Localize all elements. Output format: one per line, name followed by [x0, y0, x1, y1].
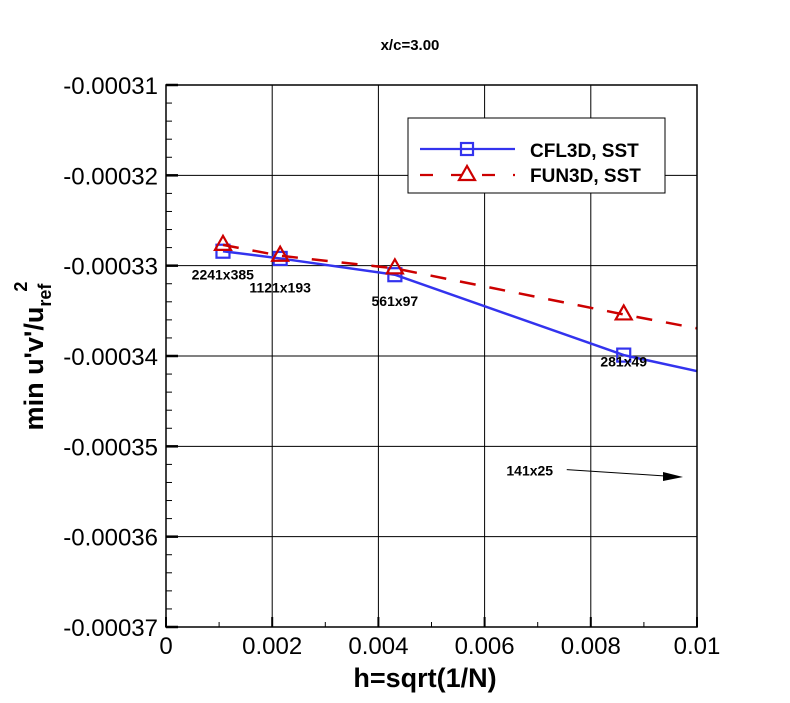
point-annotation: 561x97: [372, 293, 419, 309]
y-axis-label: min u'v'/uref 2: [11, 282, 55, 431]
data-point-triangle: [213, 233, 233, 251]
chart-title: x/c=3.00: [381, 37, 440, 54]
data-point-square: [387, 267, 403, 283]
data-point-triangle: [270, 244, 291, 262]
y-tick-label: -0.00034: [63, 344, 158, 371]
point-annotation: 141x25: [506, 463, 553, 479]
x-tick-label: 0.008: [561, 633, 621, 660]
data-point-square: [215, 243, 231, 259]
legend: CFL3D, SST FUN3D, SST: [407, 117, 666, 194]
legend-label-cfl3d: CFL3D, SST: [530, 141, 639, 162]
series-1: [213, 233, 697, 330]
legend-triangle-marker: [457, 163, 477, 182]
data-point-triangle: [384, 257, 405, 275]
data-point-square: [616, 347, 632, 363]
y-tick-label: -0.00035: [63, 434, 158, 461]
series-line: [222, 249, 697, 373]
y-axis-label-sup: 2: [11, 282, 31, 292]
annotation-arrow-line: [566, 469, 672, 477]
point-annotation: 1121x193: [249, 279, 311, 295]
y-tick-label: -0.00031: [63, 73, 158, 100]
x-tick-label: 0: [159, 633, 172, 660]
data-point-triangle: [613, 303, 634, 321]
y-tick-label: -0.00036: [63, 525, 158, 552]
x-axis-label: h=sqrt(1/N): [353, 663, 496, 693]
x-tick-label: 0.006: [455, 633, 515, 660]
annotation-arrow-head: [663, 472, 683, 481]
point-annotation: 281x49: [600, 353, 647, 369]
y-tick-label: -0.00032: [63, 163, 158, 190]
x-tick-label: 0.01: [674, 633, 721, 660]
x-tick-label: 0.002: [242, 633, 302, 660]
legend-label-fun3d: FUN3D, SST: [530, 166, 641, 187]
y-tick-label: -0.00033: [63, 254, 158, 281]
series-0: [215, 243, 697, 373]
plot-frame: [165, 84, 698, 628]
y-axis-label-sub: ref: [35, 283, 55, 307]
y-axis-label-main: min u'v'/u: [19, 307, 49, 431]
legend-square-marker: [459, 141, 475, 157]
x-tick-label: 0.004: [348, 633, 408, 660]
point-annotation: 2241x385: [192, 267, 255, 283]
y-tick-label: -0.00037: [63, 615, 158, 642]
series-line: [222, 243, 697, 330]
